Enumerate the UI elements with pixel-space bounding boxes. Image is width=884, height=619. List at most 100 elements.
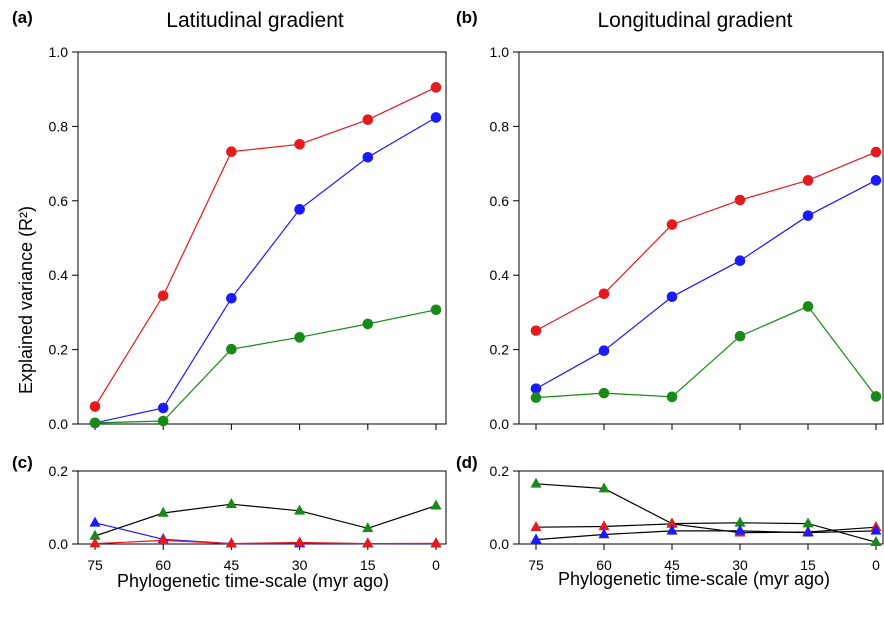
panel-a-title: Latitudinal gradient [166, 9, 344, 32]
panel-d-series-0-point [802, 517, 814, 528]
panel-c-series-0-point [157, 506, 169, 517]
panel-a-series-2-point [294, 332, 305, 343]
y-tick-label: 0.2 [49, 342, 69, 358]
panel-c-series-0-point [89, 529, 101, 540]
y-tick-label: 0.8 [490, 118, 510, 134]
panel-d-series-2-point [666, 524, 678, 535]
y-tick-label: 0.4 [490, 267, 510, 283]
panel-b-series-0-point [870, 146, 882, 158]
panel-c-series-1-line [94, 522, 436, 545]
y-tick-label: 0.6 [49, 193, 69, 209]
y-tick-label: 0.2 [490, 463, 510, 479]
panel-d-series-2-point [530, 533, 542, 544]
x-tick-label: 75 [87, 557, 103, 573]
panel-c-series-2-point [157, 534, 169, 545]
x-axis-label-right: Phylogenetic time-scale (myr ago) [558, 569, 830, 589]
panel-d-series-0-line [535, 483, 877, 543]
panel-d-series-1-point [666, 517, 678, 528]
panel-c-letter: (c) [12, 453, 33, 472]
x-tick-label: 0 [872, 557, 880, 573]
y-axis-label: Explained variance (R²) [16, 206, 36, 394]
x-tick-label: 45 [224, 557, 240, 573]
panel-b-series-2-point [802, 301, 814, 312]
panel-a-series-2-point [89, 417, 101, 429]
panel-a-letter: (a) [12, 8, 33, 27]
y-tick-label: 0.8 [49, 118, 69, 134]
panel-d-series-0-point [870, 535, 882, 546]
x-tick-label: 30 [292, 557, 308, 573]
panel-c-series-0-point [294, 504, 306, 515]
x-tick-label: 0 [432, 557, 440, 573]
panel-b-series-1-point [598, 345, 610, 357]
panel-b-series-1-line [535, 179, 877, 390]
panel-b-series-0-point [666, 219, 678, 230]
y-tick-label: 0.0 [490, 416, 510, 432]
y-tick-label: 0.2 [49, 463, 69, 479]
panel-b-series-1-point [870, 175, 882, 186]
panel-b-series-0-line [535, 151, 877, 332]
panel-c-series-0-point [362, 522, 374, 533]
panel-b-series-1-point [734, 255, 746, 266]
panel-b-frame [518, 51, 884, 425]
panel-b-series-2-line [535, 305, 877, 399]
panel-a-series-0-point [157, 290, 169, 301]
panel-c-series-1-point [89, 516, 101, 527]
panel-b-letter: (b) [456, 8, 478, 27]
x-tick-label: 15 [360, 557, 376, 573]
panel-a-series-0-point [226, 146, 237, 157]
panel-a-series-0-point [89, 401, 101, 412]
panel-a-series-2-point [157, 415, 169, 427]
panel-c-series-0-point [225, 498, 237, 509]
panel-a-series-2-point [430, 304, 442, 316]
panel-d-series-2-point [734, 524, 746, 535]
panel-c-series-2-line [94, 539, 437, 545]
panel-b-series-1-point [666, 291, 678, 303]
panel-b-plot: 0.0 0.2 0.4 0.6 0.8 1.0 [490, 44, 884, 432]
panel-d-plot: 0.0 0.2 75 60 45 30 15 0 [490, 463, 884, 573]
y-tick-label: 1.0 [49, 44, 69, 60]
y-tick-label: 0.0 [490, 536, 510, 552]
panel-b-series-0-point [734, 194, 746, 206]
panel-c-series-2-point [362, 537, 374, 548]
panel-b-series-2-point [598, 387, 610, 399]
panel-c-series-2-point [430, 537, 442, 548]
panel-b-series-2-point [870, 391, 882, 402]
panel-b-title: Longitudinal gradient [598, 9, 793, 32]
panel-a-series-1-point [157, 402, 169, 414]
panel-d-series-2-point [598, 528, 610, 539]
panel-d-series-0-point [734, 516, 746, 527]
x-tick-label: 60 [596, 557, 612, 573]
panel-a-series-1-point [294, 204, 305, 215]
panel-b-series-2-point [530, 392, 542, 403]
panel-a-series-2-point [226, 343, 237, 355]
panel-c-series-2-point [294, 536, 306, 547]
y-tick-label: 1.0 [490, 44, 510, 60]
panel-b-series-1-point [530, 383, 542, 394]
panel-a-plot: 0.0 0.2 0.4 0.6 0.8 1.0 [49, 44, 447, 432]
panel-b-series-0-point [802, 175, 814, 186]
x-tick-label: 60 [155, 557, 171, 573]
panel-a-series-1-line [94, 116, 437, 424]
x-axis-label-left: Phylogenetic time-scale (myr ago) [117, 571, 389, 591]
panel-d-series-1-line [535, 523, 877, 534]
panel-d-series-1-point [598, 520, 610, 531]
y-tick-label: 0.2 [490, 342, 510, 358]
panel-c-plot: 0.0 0.2 75 60 45 30 15 0 [49, 463, 447, 573]
x-tick-label: 45 [664, 557, 680, 573]
x-tick-label: 75 [528, 557, 544, 573]
panel-d-frame [518, 470, 884, 545]
panel-b-series-1-point [802, 210, 814, 221]
panel-c-series-2-point [89, 537, 101, 548]
y-tick-label: 0.0 [49, 416, 69, 432]
panel-d-series-2-point [802, 526, 814, 537]
panel-d-letter: (d) [456, 453, 478, 472]
panel-b-series-0-point [530, 325, 542, 336]
y-tick-label: 0.0 [49, 536, 69, 552]
panel-c-series-0-point [430, 499, 442, 510]
panel-a-series-0-point [294, 138, 305, 150]
panel-a-frame [77, 51, 447, 425]
panel-a-series-0-point [430, 82, 442, 93]
panel-d-series-1-point [530, 521, 542, 532]
x-tick-label: 30 [732, 557, 748, 573]
panel-a-series-2-point [362, 318, 374, 330]
